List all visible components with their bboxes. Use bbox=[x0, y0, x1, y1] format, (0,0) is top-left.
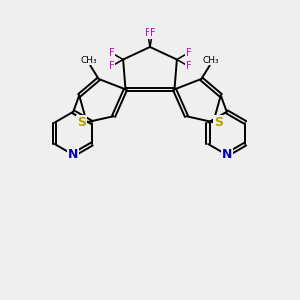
Text: F: F bbox=[145, 28, 150, 38]
Text: F: F bbox=[109, 48, 114, 58]
Text: CH₃: CH₃ bbox=[203, 56, 220, 64]
Text: F: F bbox=[150, 28, 155, 38]
Text: N: N bbox=[222, 148, 232, 161]
Text: F: F bbox=[186, 48, 191, 58]
Text: S: S bbox=[77, 116, 86, 129]
Text: F: F bbox=[109, 61, 114, 71]
Text: CH₃: CH₃ bbox=[80, 56, 97, 64]
Text: F: F bbox=[186, 61, 191, 71]
Text: S: S bbox=[214, 116, 223, 129]
Text: N: N bbox=[68, 148, 78, 161]
